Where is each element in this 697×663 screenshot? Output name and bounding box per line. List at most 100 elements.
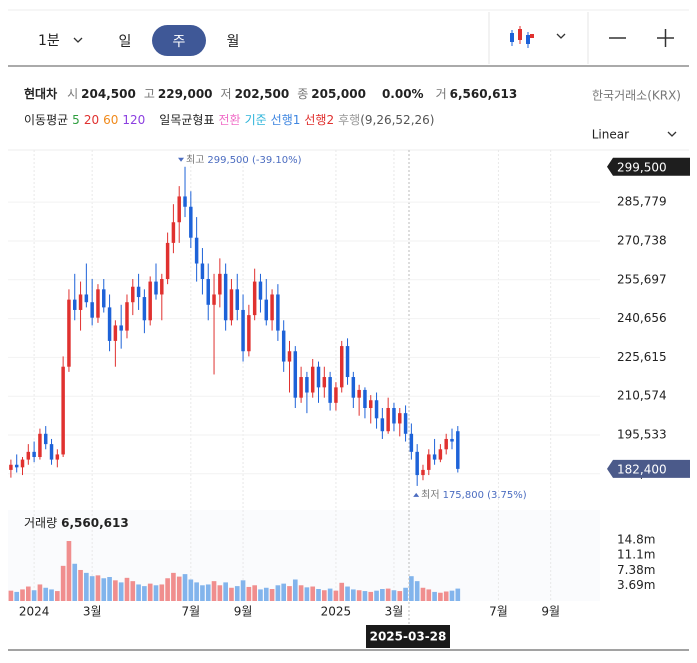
volume-bar: [124, 577, 130, 601]
candle-body: [369, 400, 373, 408]
x-tick-label: 9월: [541, 605, 560, 619]
price-tag-label: 182,400: [617, 462, 667, 476]
volume-bar: [391, 590, 397, 601]
low-label: 최저 175,800 (3.75%): [421, 489, 527, 501]
volume-bar: [432, 591, 437, 601]
candle-body: [38, 433, 42, 458]
y-tick-label: 14.8m: [617, 532, 655, 546]
volume-bar: [362, 591, 368, 601]
tab-month[interactable]: 월: [227, 34, 240, 50]
high-label-title: 최고: [186, 154, 204, 166]
candle-body: [357, 389, 361, 398]
price-tag: [607, 157, 690, 176]
price-tag: [607, 459, 690, 478]
field-label: 저: [221, 87, 232, 101]
low-label-value: 175,800 (3.75%): [443, 490, 527, 501]
tab-week[interactable]: 주: [173, 34, 186, 50]
x-tick-label: 2024: [19, 605, 50, 619]
candle-body: [252, 281, 257, 316]
candle-body: [438, 449, 443, 460]
volume-bar: [84, 572, 89, 601]
volume-bar: [118, 582, 124, 601]
volume-bar: [194, 582, 199, 601]
candle-body: [392, 407, 396, 424]
candle-body: [9, 464, 13, 470]
candle-body: [310, 366, 315, 393]
volume-bar: [380, 589, 385, 601]
exchange: 한국거래소(KRX): [592, 89, 681, 103]
tab-day[interactable]: 일: [119, 34, 132, 50]
candle-body: [165, 242, 170, 279]
candle-body: [154, 281, 158, 295]
candle-body: [450, 438, 454, 442]
volume-bar: [200, 585, 205, 601]
volume-bar: [298, 585, 304, 601]
y-tick-label: 240,656: [617, 311, 667, 325]
chart-type-button[interactable]: [510, 26, 534, 48]
candle-body: [339, 346, 344, 388]
high-label: 최고 299,500 (-39.10%): [186, 154, 302, 166]
chevron: [667, 131, 677, 137]
volume-title: 거래량 6,560,613: [24, 516, 129, 530]
volume-bar: [14, 591, 20, 601]
volume-bar: [281, 583, 287, 601]
zoom-in[interactable]: [657, 29, 674, 47]
candle-body: [61, 366, 65, 455]
volume-bar: [333, 590, 339, 601]
candle-body: [125, 302, 129, 331]
candle-body: [131, 286, 135, 303]
candle-body: [32, 451, 36, 458]
candle-body: [113, 325, 118, 341]
field-value: 229,000: [158, 87, 213, 101]
volume-bar: [60, 565, 66, 601]
candle-body: [299, 377, 303, 398]
candle-body: [160, 278, 164, 295]
volume-bar: [438, 592, 443, 601]
stock-name: 현대차: [24, 86, 57, 101]
volume-bar: [107, 577, 112, 601]
candle-body: [148, 281, 152, 321]
candle-body: [322, 377, 327, 388]
volume-total: 6,560,613: [61, 516, 129, 530]
volume-value: 6,560,613: [450, 87, 518, 101]
scale-select[interactable]: Linear: [592, 128, 629, 142]
candle-body: [398, 413, 402, 424]
volume-bar: [113, 580, 118, 601]
volume-bar: [420, 587, 426, 601]
y-tick-label: 7.38m: [617, 563, 655, 577]
volume-bar: [351, 589, 356, 601]
volume-bar: [159, 584, 165, 601]
interval-select[interactable]: 1분: [38, 33, 60, 49]
volume-bar: [275, 585, 281, 601]
volume-bar: [263, 587, 269, 601]
volume-bar: [310, 586, 316, 601]
crosshair-date: 2025-03-28: [370, 630, 447, 644]
volume-bar: [409, 576, 414, 601]
candle-body: [328, 377, 332, 403]
candle-body: [96, 289, 100, 318]
ichimoku-line: 선행1: [271, 112, 301, 127]
candle-body: [136, 286, 141, 298]
price-tag-label: 299,500: [617, 160, 667, 174]
ma-period: 60: [103, 113, 118, 127]
ichimoku-line: 선행2: [304, 112, 334, 127]
y-tick-label: 3.69m: [617, 578, 655, 592]
volume-bar: [385, 588, 391, 601]
candle-body: [293, 351, 298, 398]
volume-bar: [229, 587, 234, 601]
candle-body: [258, 281, 263, 300]
volume-bar: [321, 590, 327, 601]
candle-body: [427, 454, 431, 470]
x-tick-label: 7월: [181, 605, 200, 619]
candle-body: [305, 377, 309, 393]
volume-bar: [304, 587, 310, 601]
volume-bar: [223, 582, 228, 601]
candle-body: [276, 294, 280, 331]
ichimoku-params: (9,26,52,26): [360, 113, 434, 127]
x-tick-label: 9월: [234, 605, 253, 619]
candle-body: [107, 307, 112, 341]
tab-active-bg: [152, 25, 206, 56]
ichimoku-line: 기준: [245, 113, 267, 127]
change: 0.00%: [382, 87, 424, 101]
